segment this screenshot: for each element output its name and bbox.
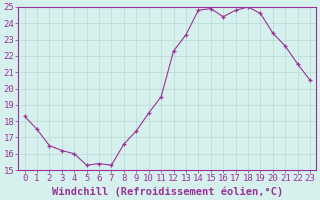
X-axis label: Windchill (Refroidissement éolien,°C): Windchill (Refroidissement éolien,°C) bbox=[52, 186, 283, 197]
